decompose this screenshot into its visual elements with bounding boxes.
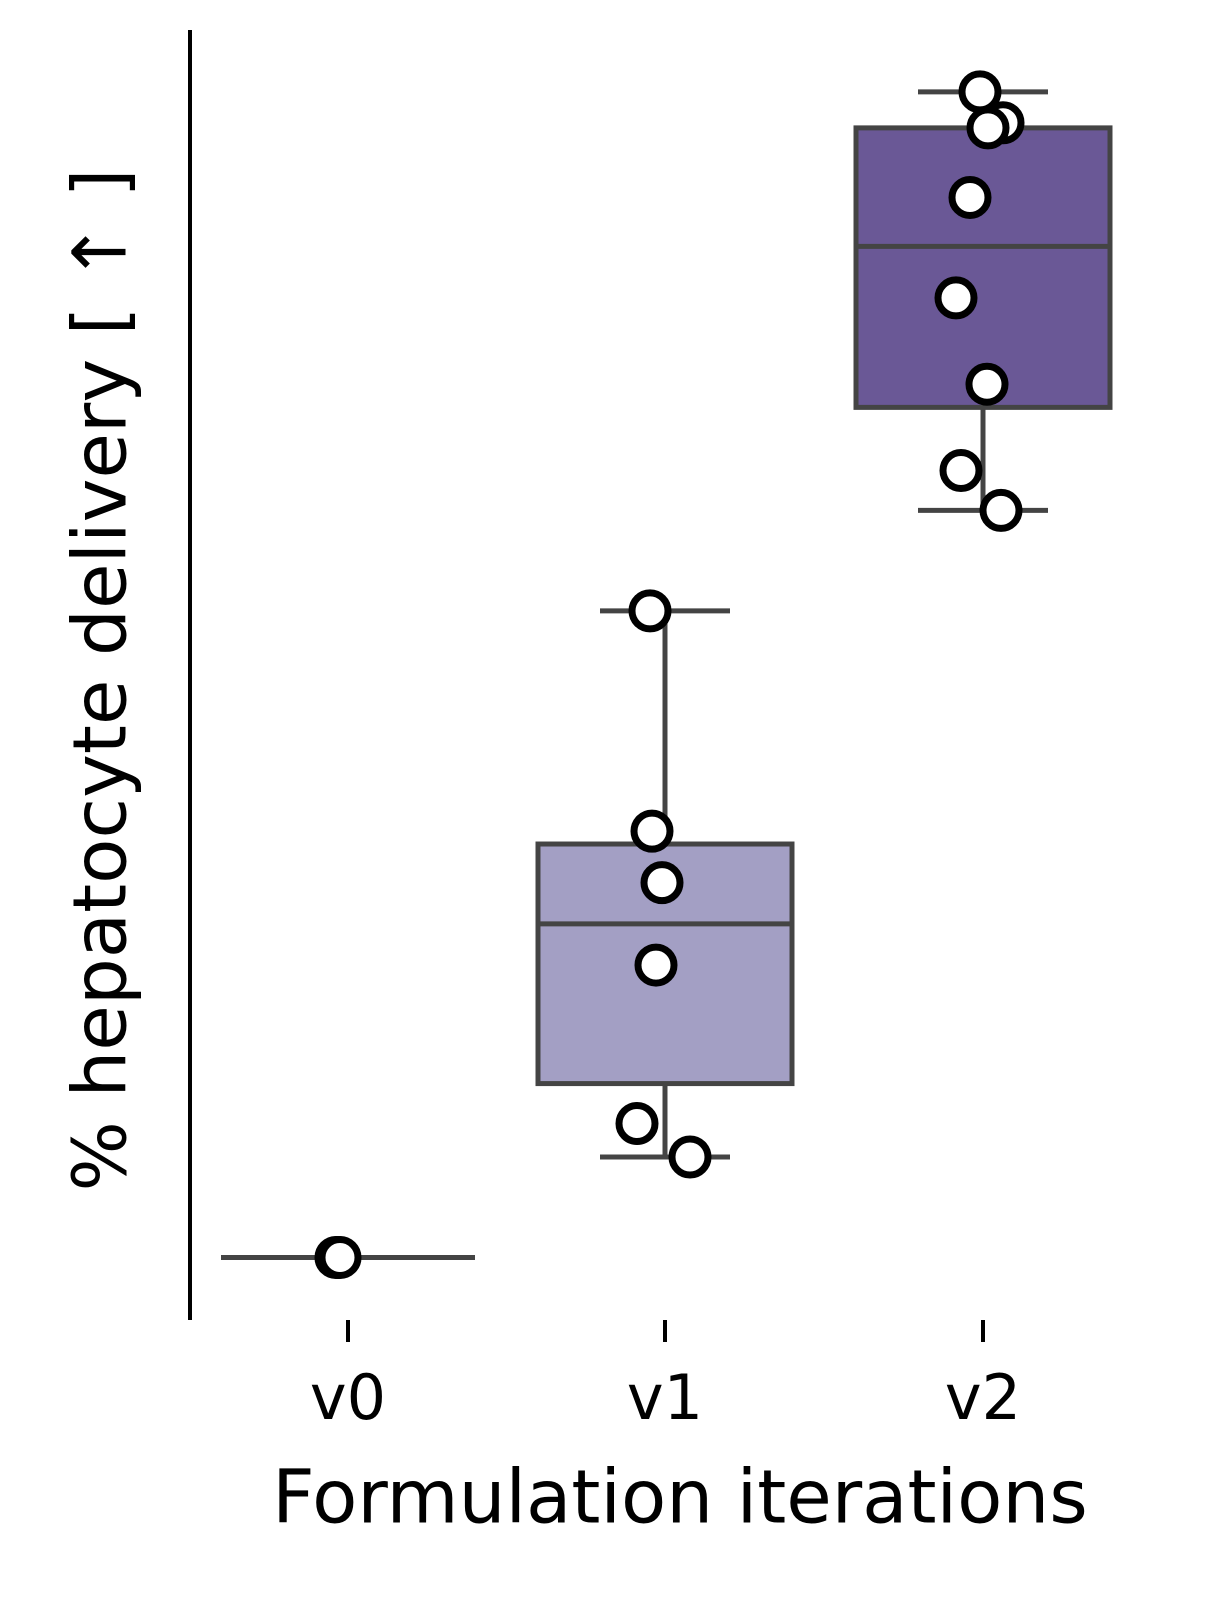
data-point <box>318 1235 362 1279</box>
data-point <box>628 589 672 633</box>
data-point <box>966 106 1010 150</box>
x-tick-label: v2 <box>945 1361 1021 1434</box>
data-point <box>668 1135 712 1179</box>
data-point <box>630 809 674 853</box>
data-point <box>634 943 678 987</box>
data-point <box>965 362 1009 406</box>
y-axis-label: % hepatocyte delivery [ ↑ ] <box>58 169 144 1192</box>
data-point <box>934 276 978 320</box>
data-point <box>979 488 1023 532</box>
x-axis-label: Formulation iterations <box>272 1455 1088 1541</box>
data-point <box>640 861 684 905</box>
data-point <box>948 175 992 219</box>
x-tick-label: v0 <box>310 1361 386 1434</box>
x-tick-label: v1 <box>627 1361 703 1434</box>
data-point <box>939 448 983 492</box>
data-point <box>615 1102 659 1146</box>
